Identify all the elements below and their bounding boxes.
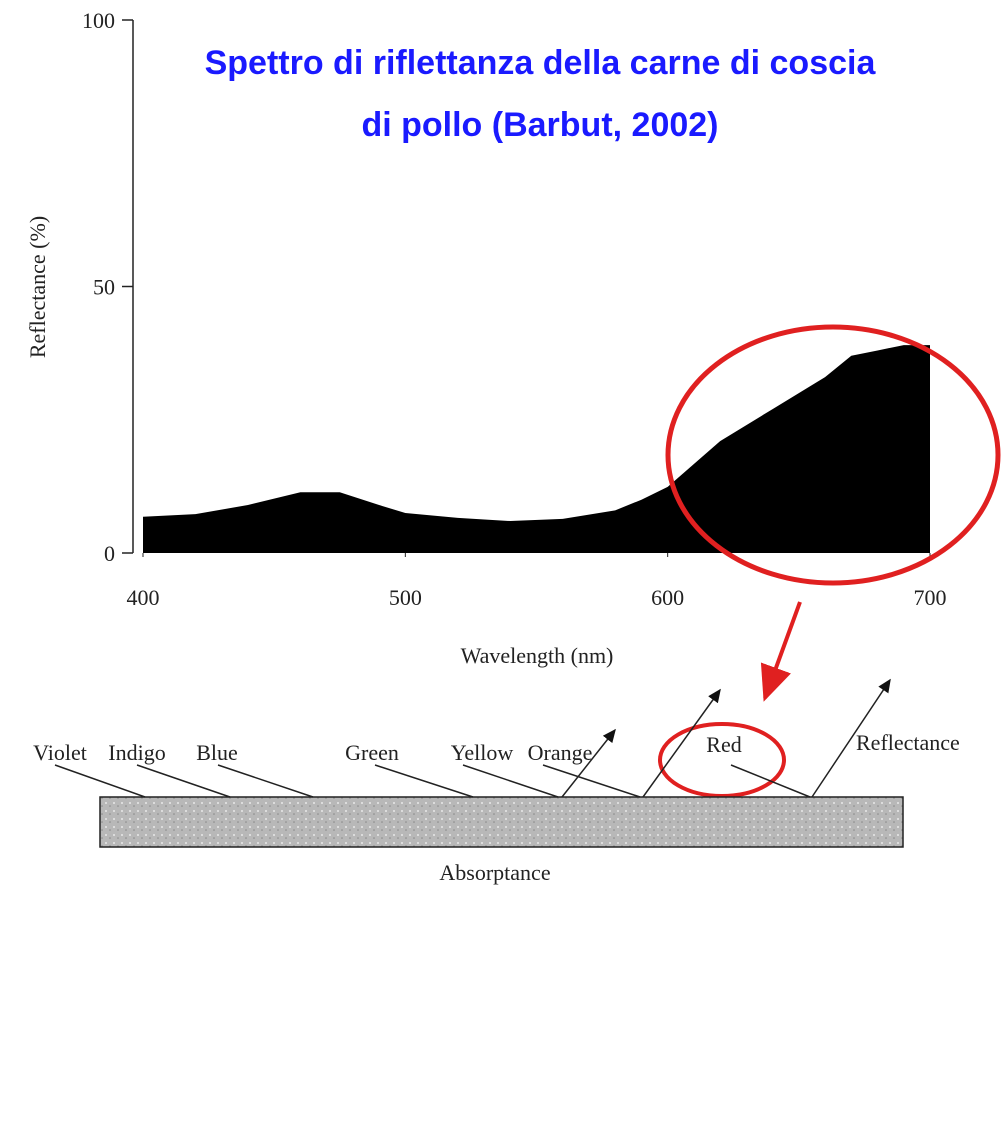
y-tick-label: 50: [93, 275, 115, 300]
color-label: Blue: [196, 740, 238, 765]
area: [143, 345, 930, 553]
surface: [100, 797, 903, 847]
y-tick-label: 0: [104, 541, 115, 566]
color-label: Red: [706, 732, 741, 757]
highlight-arrow: [765, 602, 800, 698]
y-axis-label: Reflectance (%): [25, 216, 50, 358]
page: 0 50 100 400 500 600 700 Reflectance (%) Wavel…: [0, 0, 1001, 1142]
color-label: Violet: [33, 740, 87, 765]
x-tick-label: 500: [389, 585, 422, 610]
color-label: Green: [345, 740, 399, 765]
x-tick-label: 700: [914, 585, 947, 610]
x-tick-label: 400: [127, 585, 160, 610]
y-tick-label: 100: [82, 8, 115, 33]
absorptance-label: Absorptance: [439, 860, 550, 885]
color-label: Orange: [528, 740, 593, 765]
color-label: Indigo: [108, 740, 165, 765]
x-tick-label: 600: [651, 585, 684, 610]
figure: 0 50 100 400 500 600 700 Reflectance (%) Wavel…: [0, 0, 1001, 1142]
reflectance-label: Reflectance: [856, 730, 960, 755]
color-label: Yellow: [451, 740, 514, 765]
color-labels: Violet Indigo Blue Green Yellow Orange Red: [33, 732, 742, 765]
chart-title: Spettro di riflettanza della carne di co…: [190, 32, 890, 156]
x-axis-label: Wavelength (nm): [461, 643, 614, 668]
